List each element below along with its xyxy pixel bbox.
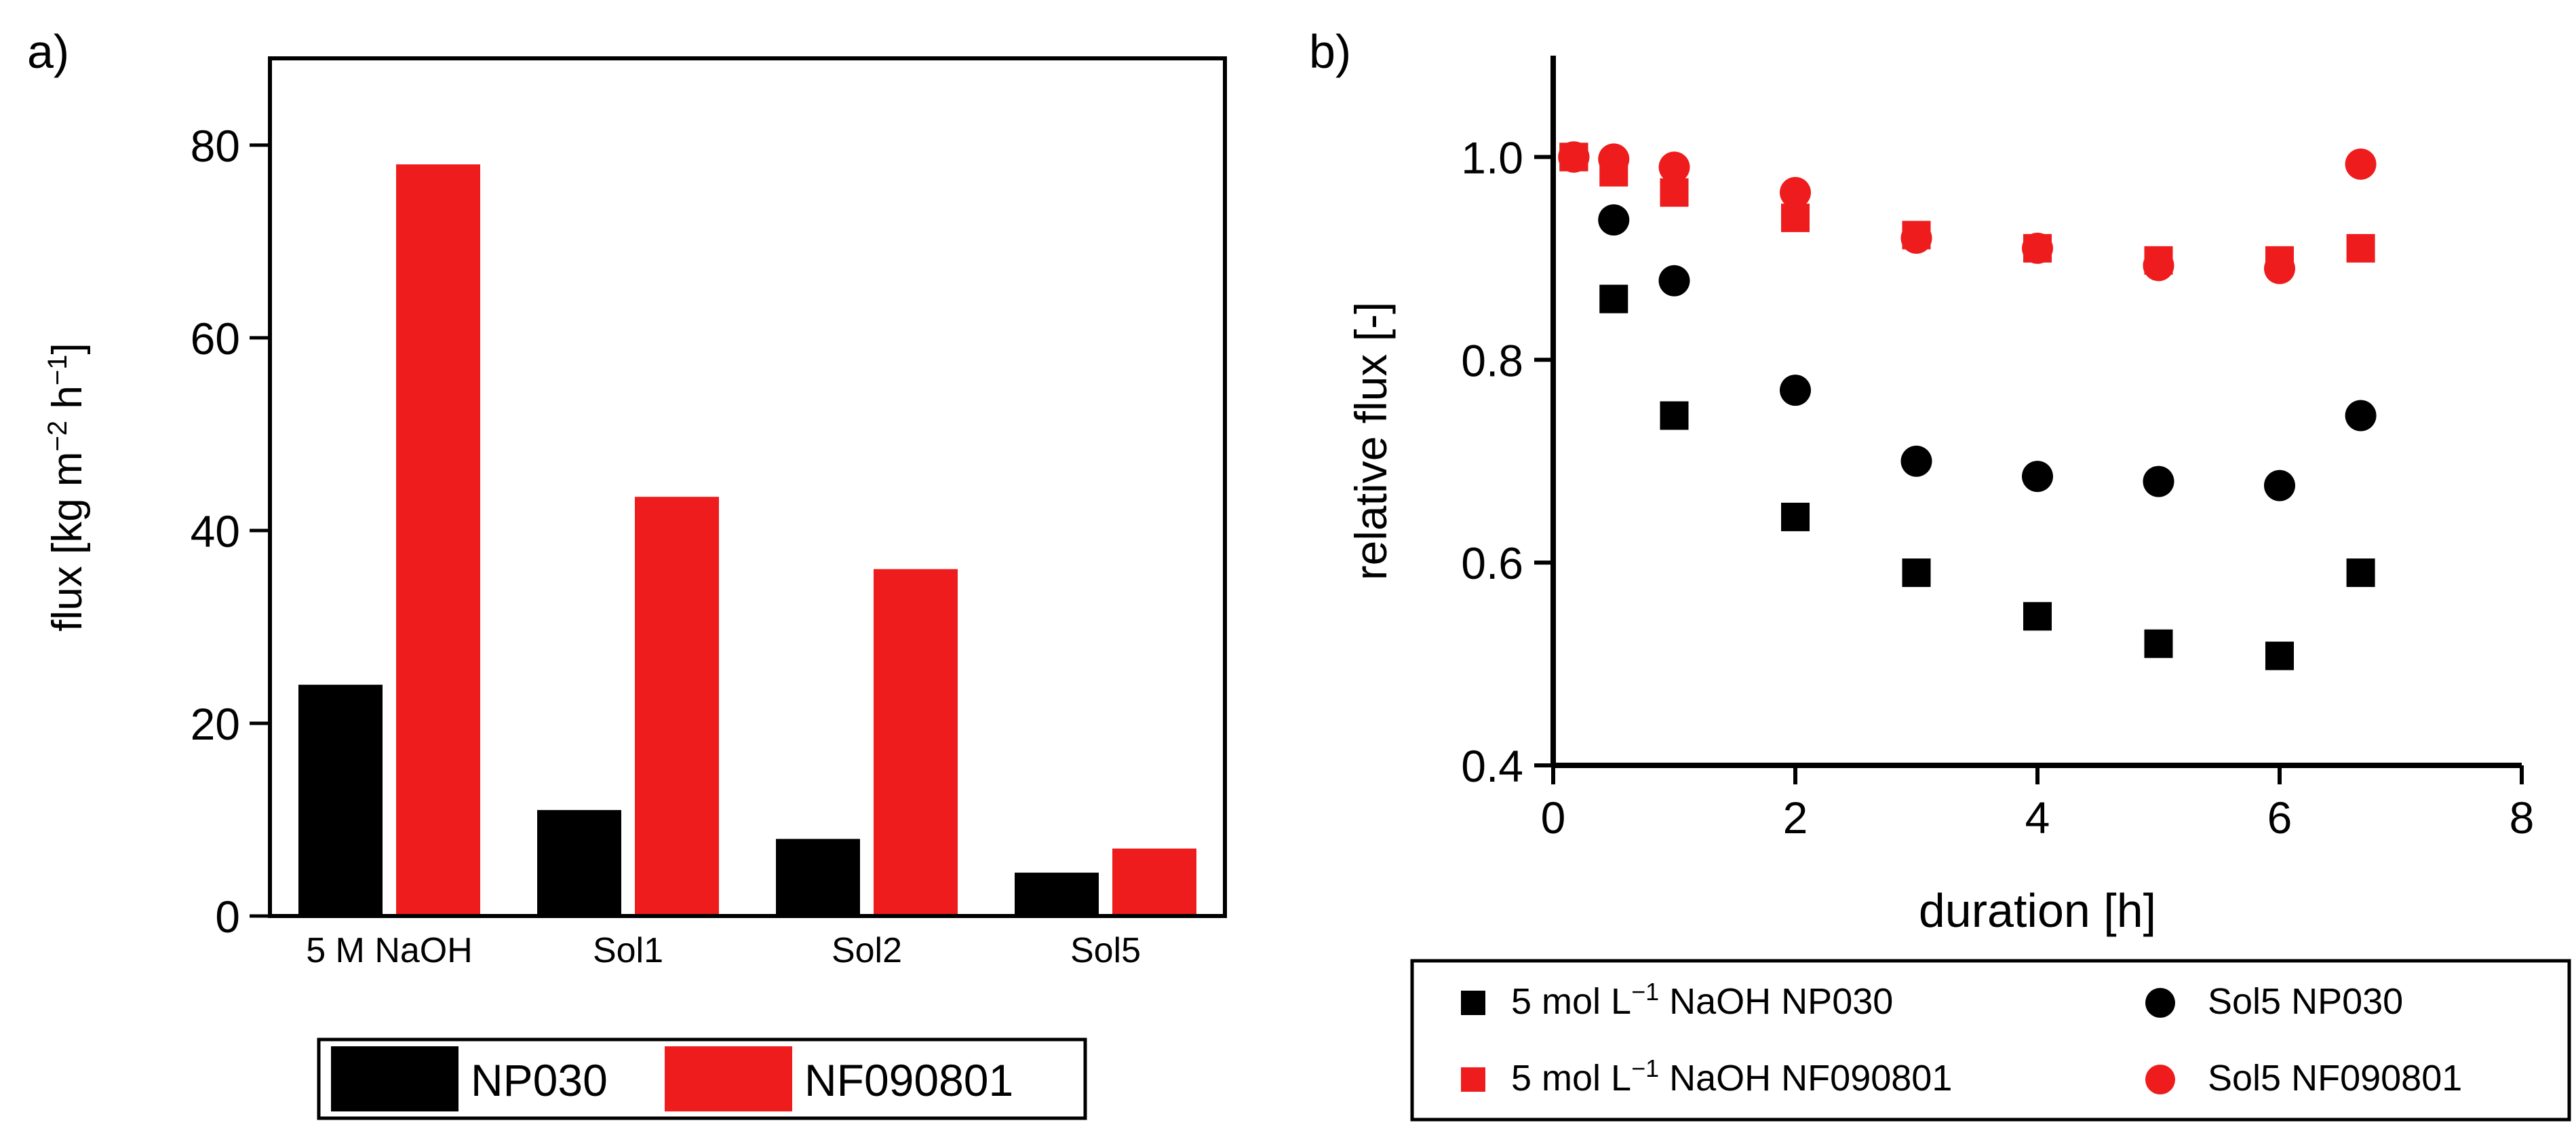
x-tick-label: 2 xyxy=(1783,793,1808,843)
bar-nf090801-2 xyxy=(874,569,958,916)
point-circle-sol5-np030 xyxy=(1780,375,1811,406)
y-tick-label: 0.4 xyxy=(1461,741,1523,791)
legend-label-naoh-nf090801: 5 mol L−1 NaOH NF090801 xyxy=(1511,1054,1952,1099)
legend-text: 5 mol L xyxy=(1511,1058,1631,1099)
point-circle-sol5-nf090801 xyxy=(2143,250,2174,282)
point-square-naoh-np030 xyxy=(2346,558,2375,588)
bar-nf090801-1 xyxy=(635,497,719,916)
point-circle-sol5-nf090801 xyxy=(2345,148,2377,180)
panel-b-label: b) xyxy=(1309,25,1351,78)
point-square-naoh-nf090801 xyxy=(2346,233,2375,263)
panel-a-legend: NP030 NF090801 xyxy=(317,1037,1087,1120)
legend-label-sol5-nf090801: Sol5 NF090801 xyxy=(2208,1058,2462,1099)
point-circle-sol5-np030 xyxy=(1598,204,1630,236)
x-tick-label: 8 xyxy=(2510,793,2535,843)
x-tick-label: 6 xyxy=(2267,793,2292,843)
point-circle-sol5-np030 xyxy=(1900,445,1932,477)
legend-sup: −1 xyxy=(1631,978,1659,1006)
panel-a-x-categories: 5 M NaOH Sol1 Sol2 Sol5 xyxy=(306,931,1141,970)
panel-b-x-axis-label: duration [h] xyxy=(1919,884,2156,937)
legend-label-np030: NP030 xyxy=(471,1055,608,1105)
legend-label-naoh-np030: 5 mol L−1 NaOH NP030 xyxy=(1511,978,1893,1022)
panel-b-x-ticks: 0 2 4 6 8 xyxy=(1541,765,2535,843)
bar-np030-2 xyxy=(776,839,860,916)
panel-b-y-ticks: 0.4 0.6 0.8 1.0 xyxy=(1461,132,1553,791)
point-square-naoh-nf090801 xyxy=(1781,204,1810,233)
bar-nf090801-3 xyxy=(1112,848,1196,916)
legend-text: NaOH NF090801 xyxy=(1659,1058,1952,1099)
panel-b-legend: 5 mol L−1 NaOH NP030 Sol5 NP030 5 mol L−… xyxy=(1410,959,2571,1122)
panel-a-frame xyxy=(268,56,1227,918)
point-circle-sol5-nf090801 xyxy=(1598,143,1630,175)
point-circle-sol5-np030 xyxy=(2264,470,2295,501)
point-circle-sol5-np030 xyxy=(2143,465,2174,497)
x-category-label: 5 M NaOH xyxy=(306,931,473,970)
x-category-label: Sol5 xyxy=(1070,931,1141,970)
panel-a-ylabel-mid: h xyxy=(44,385,91,421)
point-square-naoh-np030 xyxy=(1660,401,1689,430)
legend-swatch-np030 xyxy=(331,1046,458,1111)
panel-b-legend-box xyxy=(1410,959,2571,1122)
x-tick-label: 0 xyxy=(1541,793,1566,843)
point-square-naoh-np030 xyxy=(1781,502,1810,531)
panel-a-y-ticks: 0 20 40 60 80 xyxy=(191,121,270,942)
panel-a-label: a) xyxy=(27,25,69,78)
legend-label-sol5-np030: Sol5 NP030 xyxy=(2208,981,2403,1022)
x-category-label: Sol1 xyxy=(593,931,663,970)
y-tick-label: 0.6 xyxy=(1461,538,1523,588)
bar-nf090801-0 xyxy=(396,164,480,916)
point-square-naoh-np030 xyxy=(1599,284,1628,313)
legend-text: NaOH NP030 xyxy=(1659,981,1893,1022)
y-tick-label: 1.0 xyxy=(1461,132,1523,183)
y-tick-label: 80 xyxy=(191,121,240,171)
legend-sup: −1 xyxy=(1631,1054,1659,1082)
x-category-label: Sol2 xyxy=(832,931,902,970)
y-tick-label: 60 xyxy=(191,313,240,364)
x-tick-label: 4 xyxy=(2025,793,2050,843)
point-circle-sol5-np030 xyxy=(2345,400,2377,432)
y-tick-label: 40 xyxy=(191,506,240,556)
point-square-naoh-np030 xyxy=(2144,629,2173,658)
point-circle-sol5-nf090801 xyxy=(2264,252,2295,284)
point-circle-sol5-np030 xyxy=(1658,265,1690,297)
point-circle-sol5-np030 xyxy=(2022,461,2053,493)
panel-b-points xyxy=(1558,141,2377,670)
point-square-naoh-np030 xyxy=(2023,602,2052,631)
point-circle-sol5-nf090801 xyxy=(1900,222,1932,254)
panel-a-bars xyxy=(298,164,1196,916)
bar-np030-3 xyxy=(1015,873,1099,916)
y-tick-label: 0.8 xyxy=(1461,335,1523,385)
panel-a-ylabel-main: flux [kg m xyxy=(44,451,91,631)
y-tick-label: 20 xyxy=(191,699,240,749)
bar-np030-0 xyxy=(298,685,383,916)
panel-a-ylabel-sup1: −2 xyxy=(43,421,73,452)
legend-marker-sol5-nf090801 xyxy=(2145,1065,2175,1094)
legend-text: 5 mol L xyxy=(1511,981,1631,1022)
legend-marker-naoh-nf090801 xyxy=(1461,1067,1485,1092)
panel-a-y-axis-label: flux [kg m−2 h−1] xyxy=(43,343,91,631)
point-square-naoh-nf090801 xyxy=(1660,178,1689,207)
point-circle-sol5-nf090801 xyxy=(1558,141,1590,173)
legend-swatch-nf090801 xyxy=(665,1046,792,1111)
point-circle-sol5-nf090801 xyxy=(1780,176,1811,208)
y-tick-label: 0 xyxy=(215,892,240,942)
panel-a: a) 0 20 40 60 80 5 M NaOH Sol1 Sol2 Sol5 flux [… xyxy=(27,25,1227,1120)
legend-label-nf090801: NF090801 xyxy=(804,1055,1013,1105)
panel-b-y-axis-label: relative flux [-] xyxy=(1346,302,1396,581)
point-square-naoh-np030 xyxy=(2265,641,2294,670)
point-circle-sol5-nf090801 xyxy=(1658,151,1690,183)
bar-np030-1 xyxy=(537,809,621,916)
legend-marker-sol5-np030 xyxy=(2145,988,2175,1018)
point-square-naoh-np030 xyxy=(1902,558,1931,588)
point-circle-sol5-nf090801 xyxy=(2022,232,2053,264)
panel-a-ylabel-sup2: −1 xyxy=(43,355,73,386)
panel-a-ylabel-end: ] xyxy=(44,343,91,354)
legend-marker-naoh-np030 xyxy=(1461,991,1485,1015)
